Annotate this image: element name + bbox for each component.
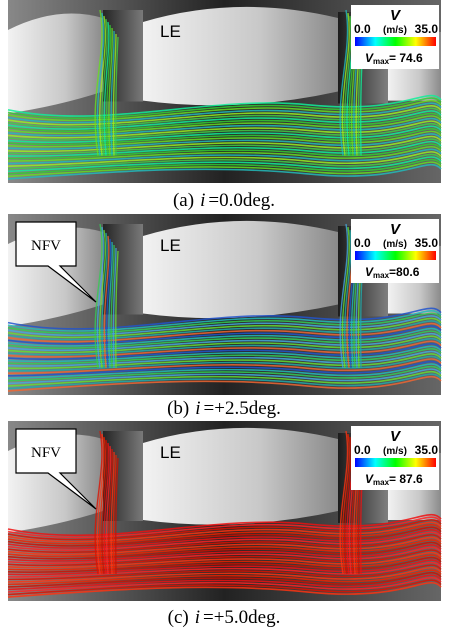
leading-edge-label: LE — [160, 22, 181, 41]
colorbar — [355, 37, 436, 46]
caption: (a) i=0.0deg. — [173, 190, 275, 211]
legend-min: 0.0 — [354, 236, 371, 250]
caption-text: =+2.5deg. — [204, 398, 281, 419]
legend-min: 0.0 — [354, 22, 371, 36]
caption-text: =+5.0deg. — [203, 607, 280, 628]
legend-unit: (m/s) — [383, 446, 407, 457]
legend-max: 35.0 — [415, 443, 439, 457]
flow-panel: LEV0.0(m/s)35.0Vmax=80.6NFV — [8, 214, 441, 395]
caption-variable: i — [195, 398, 200, 419]
callout-text: NFV — [31, 238, 61, 254]
caption: (b) i=+2.5deg. — [167, 398, 281, 419]
colorbar — [355, 458, 436, 467]
caption-variable: i — [195, 607, 200, 628]
page: {"panels": [ {"label_le": "LE", "legend"… — [0, 0, 449, 630]
caption-text: =0.0deg. — [208, 190, 275, 211]
vmax-value: = 74.6 — [389, 51, 423, 65]
legend-unit: (m/s) — [383, 25, 407, 36]
legend-max: 35.0 — [415, 236, 439, 250]
vmax-subscript: max — [373, 478, 390, 487]
blade-shadow — [103, 10, 143, 102]
legend-max: 35.0 — [415, 22, 439, 36]
blade-shadow — [103, 431, 143, 521]
vmax-subscript: max — [373, 271, 390, 280]
caption-tag: (c) — [168, 607, 189, 628]
leading-edge-label: LE — [160, 443, 181, 462]
vmax-subscript: max — [373, 57, 390, 66]
figure: LEV0.0(m/s)35.0Vmax= 74.6(a)i=0.0deg.LEV… — [0, 0, 449, 630]
caption-tag: (b) — [167, 398, 189, 419]
colorbar — [355, 251, 436, 260]
callout-text: NFV — [31, 445, 61, 461]
flow-panel: LEV0.0(m/s)35.0Vmax= 74.6 — [8, 0, 441, 183]
leading-edge-label: LE — [160, 236, 181, 255]
legend-min: 0.0 — [354, 443, 371, 457]
caption-tag: (a) — [173, 190, 194, 211]
blade-shadow — [103, 224, 143, 315]
vmax-value: =80.6 — [389, 265, 420, 279]
caption: (c) i=+5.0deg. — [168, 607, 281, 628]
legend-unit: (m/s) — [383, 239, 407, 250]
vmax-value: = 87.6 — [389, 472, 423, 486]
caption-variable: i — [200, 190, 205, 211]
